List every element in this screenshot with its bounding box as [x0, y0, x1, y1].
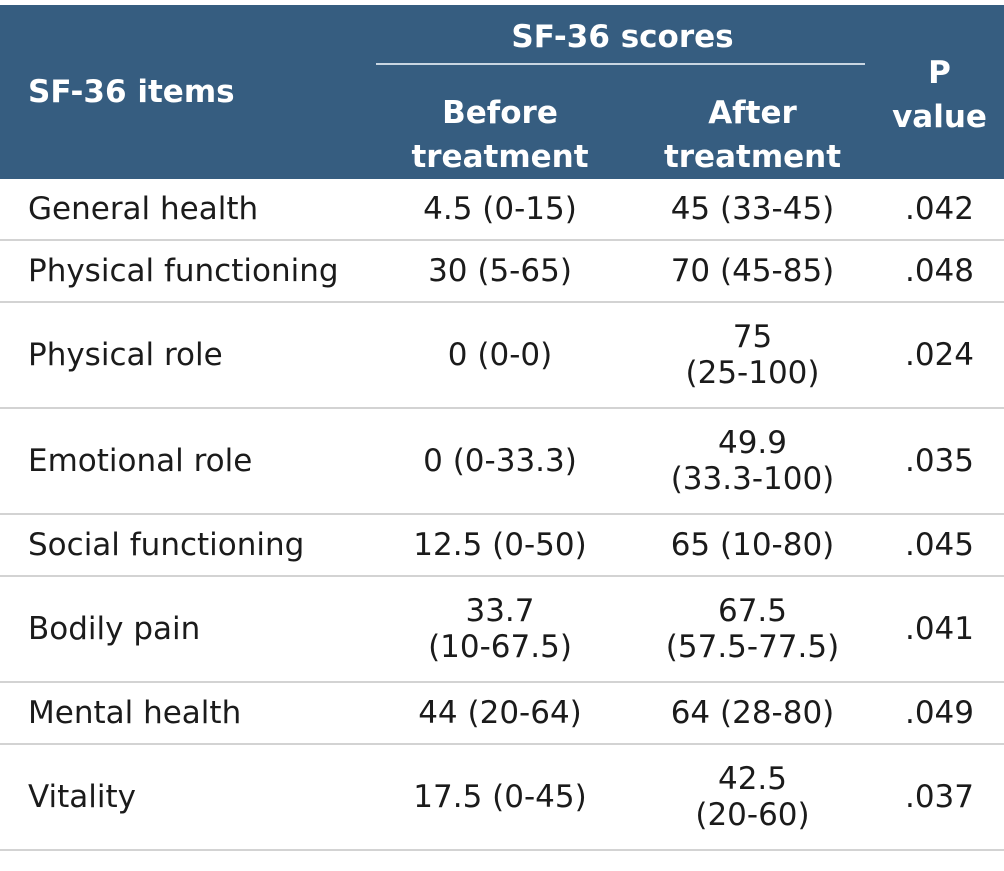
cell-before-line: 0 (0-0)	[447, 337, 553, 373]
cell-before-line: 44 (20-64)	[418, 695, 582, 731]
cell-before: 33.7 (10-67.5)	[370, 576, 630, 683]
cell-after: 45 (33-45)	[630, 179, 875, 241]
header-after-line1: After	[708, 95, 797, 131]
header-p-line2: value	[892, 99, 987, 135]
cell-item: Emotional role	[0, 408, 370, 515]
cell-before-line: 30 (5-65)	[428, 253, 572, 289]
header-p-value: P value	[875, 5, 1004, 179]
cell-after-line: 42.5	[717, 761, 788, 797]
cell-after: 64 (28-80)	[630, 682, 875, 745]
cell-p-value: .045	[875, 514, 1004, 577]
cell-after: 67.5 (57.5-77.5)	[630, 576, 875, 683]
cell-after: 65 (10-80)	[630, 514, 875, 577]
table-row: Mental health 44 (20-64) 64 (28-80) .049	[0, 682, 1004, 745]
cell-after-line: (25-100)	[685, 355, 820, 391]
cell-before: 12.5 (0-50)	[370, 514, 630, 577]
table-row: Bodily pain 33.7 (10-67.5) 67.5 (57.5-77.5).…	[0, 576, 1004, 683]
cell-after-line: 64 (28-80)	[670, 695, 835, 731]
cell-p-value: .024	[875, 302, 1004, 409]
header-before-line1: Before	[442, 95, 558, 131]
cell-after: 49.9 (33.3-100)	[630, 408, 875, 515]
cell-after-line: 75	[732, 319, 773, 355]
table-row: Physical role 0 (0-0) 75 (25-100) .024	[0, 302, 1004, 409]
table-row: Vitality 17.5 (0-45) 42.5 (20-60) .037	[0, 744, 1004, 851]
cell-before-line: 0 (0-33.3)	[423, 443, 577, 479]
cell-item: Physical functioning	[0, 240, 370, 303]
cell-before-line: 17.5 (0-45)	[413, 779, 587, 815]
cell-before: 0 (0-33.3)	[370, 408, 630, 515]
table-body: General health 4.5 (0-15) 45 (33-45) .042 Ph…	[0, 179, 1004, 851]
cell-after-line: 70 (45-85)	[670, 253, 835, 289]
cell-after: 42.5 (20-60)	[630, 744, 875, 851]
cell-before: 4.5 (0-15)	[370, 179, 630, 241]
cell-before-line: 33.7	[465, 593, 535, 629]
header-after-treatment: After treatment	[630, 79, 875, 179]
cell-after-line: 67.5	[717, 593, 788, 629]
cell-p-value: .041	[875, 576, 1004, 683]
cell-after: 75 (25-100)	[630, 302, 875, 409]
cell-before-line: 4.5 (0-15)	[423, 191, 577, 227]
header-scores-group: SF-36 scores	[370, 5, 875, 79]
cell-before: 30 (5-65)	[370, 240, 630, 303]
cell-after-line: 49.9	[717, 425, 788, 461]
cell-after-line: 45 (33-45)	[670, 191, 835, 227]
header-group-rule	[376, 63, 865, 65]
cell-before-line: (10-67.5)	[428, 629, 572, 665]
cell-before: 0 (0-0)	[370, 302, 630, 409]
header-p-line1: P	[928, 55, 951, 91]
cell-item: General health	[0, 179, 370, 241]
cell-p-value: .035	[875, 408, 1004, 515]
cell-item: Mental health	[0, 682, 370, 745]
cell-p-value: .048	[875, 240, 1004, 303]
cell-item: Physical role	[0, 302, 370, 409]
cell-before: 17.5 (0-45)	[370, 744, 630, 851]
table-row: Social functioning 12.5 (0-50) 65 (10-80).…	[0, 514, 1004, 577]
table-row: General health 4.5 (0-15) 45 (33-45) .042	[0, 179, 1004, 241]
cell-after-line: 65 (10-80)	[670, 527, 835, 563]
cell-before-line: 12.5 (0-50)	[413, 527, 587, 563]
cell-item: Vitality	[0, 744, 370, 851]
header-after-line2: treatment	[663, 139, 842, 175]
header-items: SF-36 items	[0, 5, 370, 179]
header-before-line2: treatment	[411, 139, 589, 175]
cell-after-line: (57.5-77.5)	[665, 629, 840, 665]
table-header: SF-36 items SF-36 scores P value Before …	[0, 5, 1004, 179]
header-scores-title: SF-36 scores	[511, 19, 734, 55]
cell-p-value: .049	[875, 682, 1004, 745]
cell-item: Social functioning	[0, 514, 370, 577]
header-before-treatment: Before treatment	[370, 79, 630, 179]
cell-before: 44 (20-64)	[370, 682, 630, 745]
cell-after-line: (20-60)	[695, 797, 810, 833]
sf36-table: SF-36 items SF-36 scores P value Before …	[0, 5, 1004, 851]
table-row: Physical functioning 30 (5-65) 70 (45-85).…	[0, 240, 1004, 303]
table-row: Emotional role 0 (0-33.3) 49.9 (33.3-100) .0…	[0, 408, 1004, 515]
cell-p-value: .037	[875, 744, 1004, 851]
cell-after: 70 (45-85)	[630, 240, 875, 303]
cell-after-line: (33.3-100)	[670, 461, 835, 497]
cell-item: Bodily pain	[0, 576, 370, 683]
cell-p-value: .042	[875, 179, 1004, 241]
